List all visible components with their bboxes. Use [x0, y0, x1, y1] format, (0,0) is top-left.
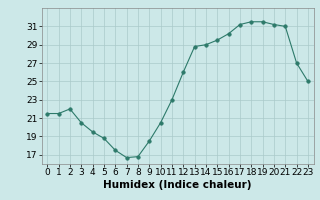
X-axis label: Humidex (Indice chaleur): Humidex (Indice chaleur)	[103, 180, 252, 190]
